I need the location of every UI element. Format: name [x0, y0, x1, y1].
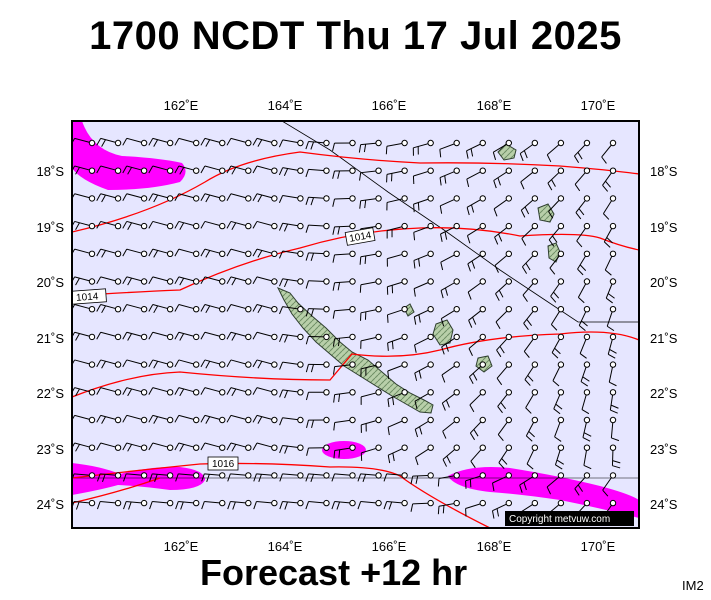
- lat-label: 19˚S: [37, 220, 65, 235]
- lat-label: 23˚S: [37, 442, 65, 457]
- svg-text:1014: 1014: [76, 291, 99, 304]
- lon-label: 166˚E: [372, 98, 407, 113]
- wind-area-central: [322, 441, 366, 459]
- isobar-label: 1014: [344, 227, 376, 246]
- lat-label: 19˚S: [650, 220, 678, 235]
- lat-label: 20˚S: [650, 275, 678, 290]
- lifou-island: [432, 319, 454, 346]
- lat-label: 23˚S: [650, 442, 678, 457]
- svg-text:1014: 1014: [348, 230, 372, 245]
- wind-area-northwest: [72, 121, 186, 190]
- latitude-labels-left: 18˚S 19˚S 20˚S 21˚S 22˚S 23˚S 24˚S: [37, 164, 65, 512]
- longitude-labels-top: 162˚E 164˚E 166˚E 168˚E 170˚E: [164, 98, 616, 113]
- wind-area-southwest: [72, 463, 205, 495]
- lat-label: 24˚S: [650, 497, 678, 512]
- isobar-line: [72, 477, 161, 504]
- image-id: IM2: [682, 578, 704, 593]
- lat-label: 18˚S: [650, 164, 678, 179]
- lat-label: 18˚S: [37, 164, 65, 179]
- new-caledonia-island: [276, 287, 434, 414]
- wind-area-southeast: [448, 467, 639, 518]
- map-frame: [71, 120, 640, 529]
- lon-label: 162˚E: [164, 98, 199, 113]
- forecast-label: Forecast +12 hr: [200, 552, 468, 593]
- lat-label: 24˚S: [37, 497, 65, 512]
- lat-label: 20˚S: [37, 275, 65, 290]
- isobar-line: [72, 151, 639, 233]
- lat-label: 21˚S: [650, 331, 678, 346]
- svg-text:1016: 1016: [212, 459, 235, 470]
- isobar-line: [72, 227, 639, 297]
- ocean-area: [72, 121, 639, 528]
- lon-label: 168˚E: [477, 539, 512, 554]
- lat-label: 22˚S: [37, 386, 65, 401]
- longitude-labels-bottom: 162˚E 164˚E 166˚E 168˚E 170˚E: [164, 539, 616, 554]
- map-title: 1700 NCDT Thu 17 Jul 2025: [89, 14, 622, 58]
- vanuatu-island-central: [537, 203, 555, 223]
- lat-label: 22˚S: [650, 386, 678, 401]
- lon-label: 170˚E: [581, 98, 616, 113]
- isobar-label: 1014: [71, 288, 107, 305]
- lon-label: 164˚E: [268, 98, 303, 113]
- latitude-labels-right: 18˚S 19˚S 20˚S 21˚S 22˚S 23˚S 24˚S: [650, 164, 678, 512]
- lon-label: 166˚E: [372, 539, 407, 554]
- copyright-notice: Copyright metvuw.com: [505, 511, 634, 526]
- svg-text:Copyright metvuw.com: Copyright metvuw.com: [509, 514, 610, 525]
- lon-label: 170˚E: [581, 539, 616, 554]
- isobar-line: [72, 462, 491, 528]
- lon-label: 168˚E: [477, 98, 512, 113]
- isobar-label: 1016: [207, 456, 239, 471]
- lon-label: 162˚E: [164, 539, 199, 554]
- wind-barb-grid: [72, 137, 621, 525]
- lat-label: 21˚S: [37, 331, 65, 346]
- lon-label: 164˚E: [268, 539, 303, 554]
